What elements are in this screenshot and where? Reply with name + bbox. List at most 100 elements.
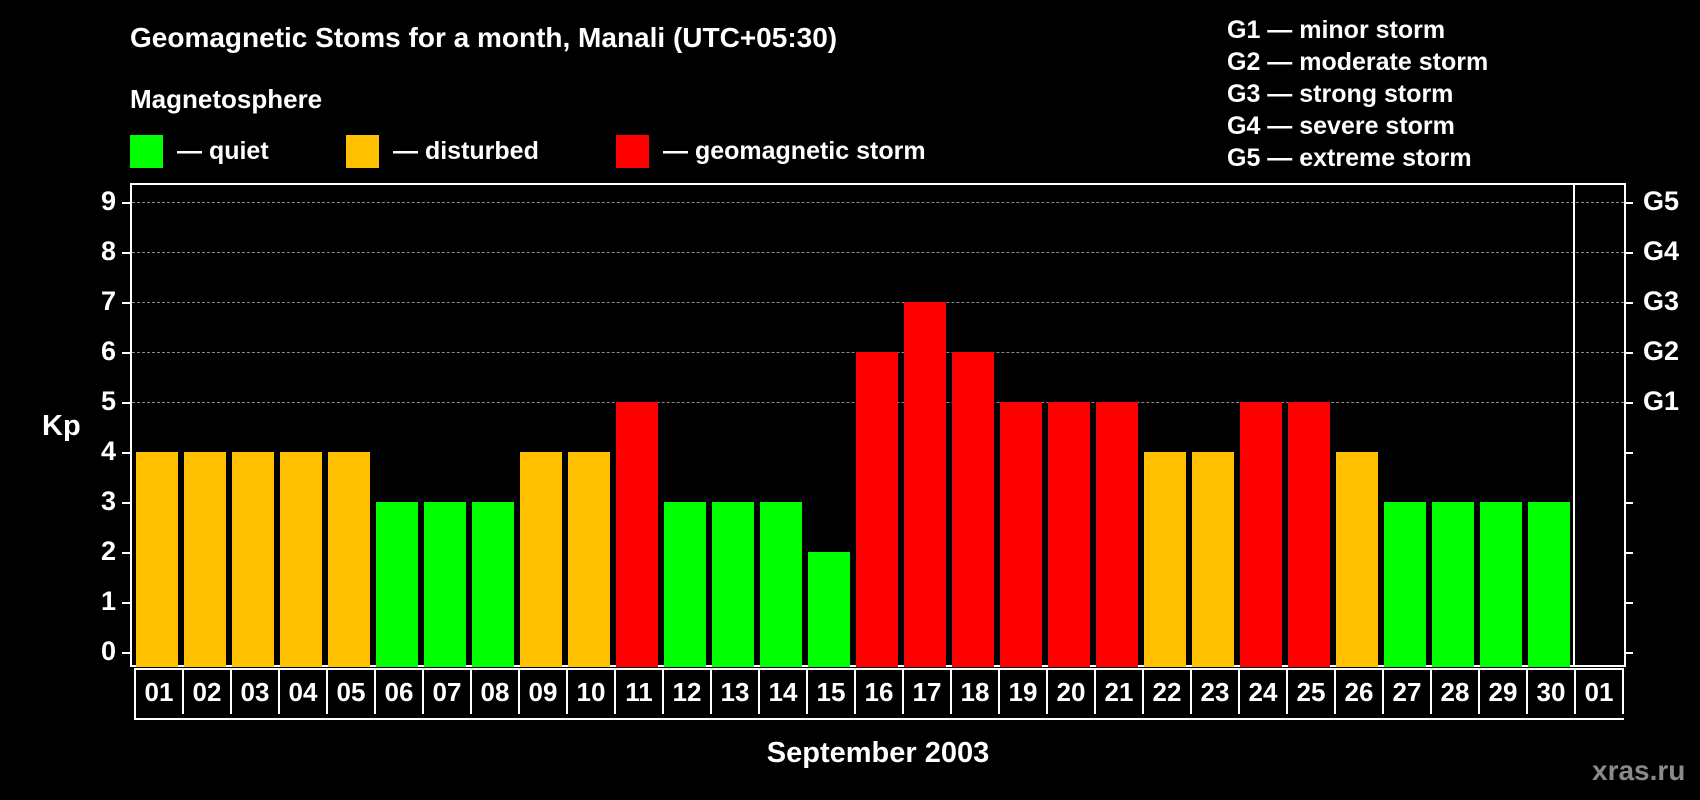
- kp-bar-day-26: [1336, 452, 1378, 667]
- y-tick-label: 9: [100, 186, 116, 216]
- kp-bar-day-28: [1432, 502, 1474, 667]
- legend-label: — quiet: [177, 136, 269, 165]
- day-label: 16: [856, 670, 904, 714]
- y-tick: [122, 302, 132, 304]
- y-tick: [122, 402, 132, 404]
- kp-bar-day-24: [1240, 402, 1282, 667]
- y-tick: [122, 552, 132, 554]
- day-label: 08: [472, 670, 520, 714]
- y-tick: [122, 202, 132, 204]
- x-axis-label: September 2003: [766, 737, 990, 769]
- y-axis-label: Kp: [42, 410, 81, 442]
- g-scale-item: G1 — minor storm: [1227, 16, 1446, 44]
- g-level-label: G4: [1643, 236, 1680, 266]
- kp-bar-day-14: [760, 502, 802, 667]
- kp-bar-day-27: [1384, 502, 1426, 667]
- kp-bar-day-16: [856, 352, 898, 667]
- y-tick-right: [1624, 352, 1633, 354]
- chart-title: Geomagnetic Stoms for a month, Manali (U…: [130, 22, 838, 53]
- day-label: 12: [664, 670, 712, 714]
- legend-label: — disturbed: [393, 136, 539, 165]
- y-tick-right: [1624, 552, 1633, 554]
- kp-bar-day-15: [808, 552, 850, 667]
- day-label: 02: [184, 670, 232, 714]
- kp-bar-day-10: [568, 452, 610, 667]
- y-tick: [122, 252, 132, 254]
- kp-bar-day-04: [280, 452, 322, 667]
- g-level-label: G2: [1643, 336, 1680, 366]
- y-tick: [122, 352, 132, 354]
- day-label: 28: [1432, 670, 1480, 714]
- y-tick-right: [1624, 402, 1633, 404]
- y-tick-right: [1624, 252, 1633, 254]
- day-label: 27: [1384, 670, 1432, 714]
- day-label: 23: [1192, 670, 1240, 714]
- day-label: 01: [1576, 670, 1624, 714]
- y-tick-label: 0: [100, 636, 116, 666]
- day-label: 10: [568, 670, 616, 714]
- y-tick-label: 7: [100, 286, 116, 316]
- kp-bar-day-02: [184, 452, 226, 667]
- g-scale-legend: G1 — minor storm G2 — moderate storm G3 …: [1227, 14, 1488, 174]
- day-label: 11: [616, 670, 664, 714]
- y-tick-label: 6: [100, 336, 116, 366]
- y-tick-right: [1624, 652, 1633, 654]
- legend-item-disturbed: — disturbed: [346, 134, 539, 168]
- kp-bar-day-05: [328, 452, 370, 667]
- grid-line: [132, 252, 1624, 253]
- day-label: 03: [232, 670, 280, 714]
- grid-line: [132, 202, 1624, 203]
- y-tick-right: [1624, 202, 1633, 204]
- g-scale-item: G3 — strong storm: [1227, 80, 1454, 108]
- g-level-label: G1: [1643, 386, 1680, 416]
- kp-bar-day-17: [904, 302, 946, 667]
- day-label: 06: [376, 670, 424, 714]
- y-tick-label: 8: [100, 236, 116, 266]
- day-label: 09: [520, 670, 568, 714]
- kp-bar-day-30: [1528, 502, 1570, 667]
- kp-bar-day-19: [1000, 402, 1042, 667]
- watermark: xras.ru: [1592, 755, 1686, 786]
- day-label: 25: [1288, 670, 1336, 714]
- kp-bar-day-12: [664, 502, 706, 667]
- day-label: 14: [760, 670, 808, 714]
- day-label: 04: [280, 670, 328, 714]
- day-label: 24: [1240, 670, 1288, 714]
- day-label: 26: [1336, 670, 1384, 714]
- quiet-swatch: [130, 134, 163, 168]
- day-axis: 01 02 03 04 05 06 07 08 09 10 11 12 13 14 15 16 17 18 19 20…: [134, 668, 1624, 720]
- kp-bar-day-09: [520, 452, 562, 667]
- y-tick-label: 4: [100, 436, 116, 466]
- day-label: 01: [136, 670, 184, 714]
- kp-bar-day-11: [616, 402, 658, 667]
- day-label: 18: [952, 670, 1000, 714]
- legend-item-quiet: — quiet: [130, 134, 269, 168]
- storm-swatch: [616, 134, 649, 168]
- day-label: 22: [1144, 670, 1192, 714]
- legend-item-storm: — geomagnetic storm: [616, 134, 926, 168]
- g-level-label: G3: [1643, 286, 1680, 316]
- g-level-label: G5: [1643, 186, 1680, 216]
- kp-bar-day-29: [1480, 502, 1522, 667]
- kp-bar-day-23: [1192, 452, 1234, 667]
- kp-bar-day-22: [1144, 452, 1186, 667]
- day-label: 05: [328, 670, 376, 714]
- y-tick-label: 2: [100, 536, 116, 566]
- kp-bar-day-21: [1096, 402, 1138, 667]
- kp-bar-day-20: [1048, 402, 1090, 667]
- y-tick: [122, 652, 132, 654]
- day-label: 30: [1528, 670, 1576, 714]
- kp-bar-day-25: [1288, 402, 1330, 667]
- y-tick-label: 1: [100, 586, 116, 616]
- day-label: 07: [424, 670, 472, 714]
- day-label: 20: [1048, 670, 1096, 714]
- grid-line: [132, 302, 1624, 303]
- kp-bar-day-08: [472, 502, 514, 667]
- y-tick-label: 3: [100, 486, 116, 516]
- y-tick-label: 5: [100, 386, 116, 416]
- day-label: 19: [1000, 670, 1048, 714]
- y-tick-right: [1624, 452, 1633, 454]
- kp-bar-day-13: [712, 502, 754, 667]
- day-label: 21: [1096, 670, 1144, 714]
- kp-bar-day-01: [136, 452, 178, 667]
